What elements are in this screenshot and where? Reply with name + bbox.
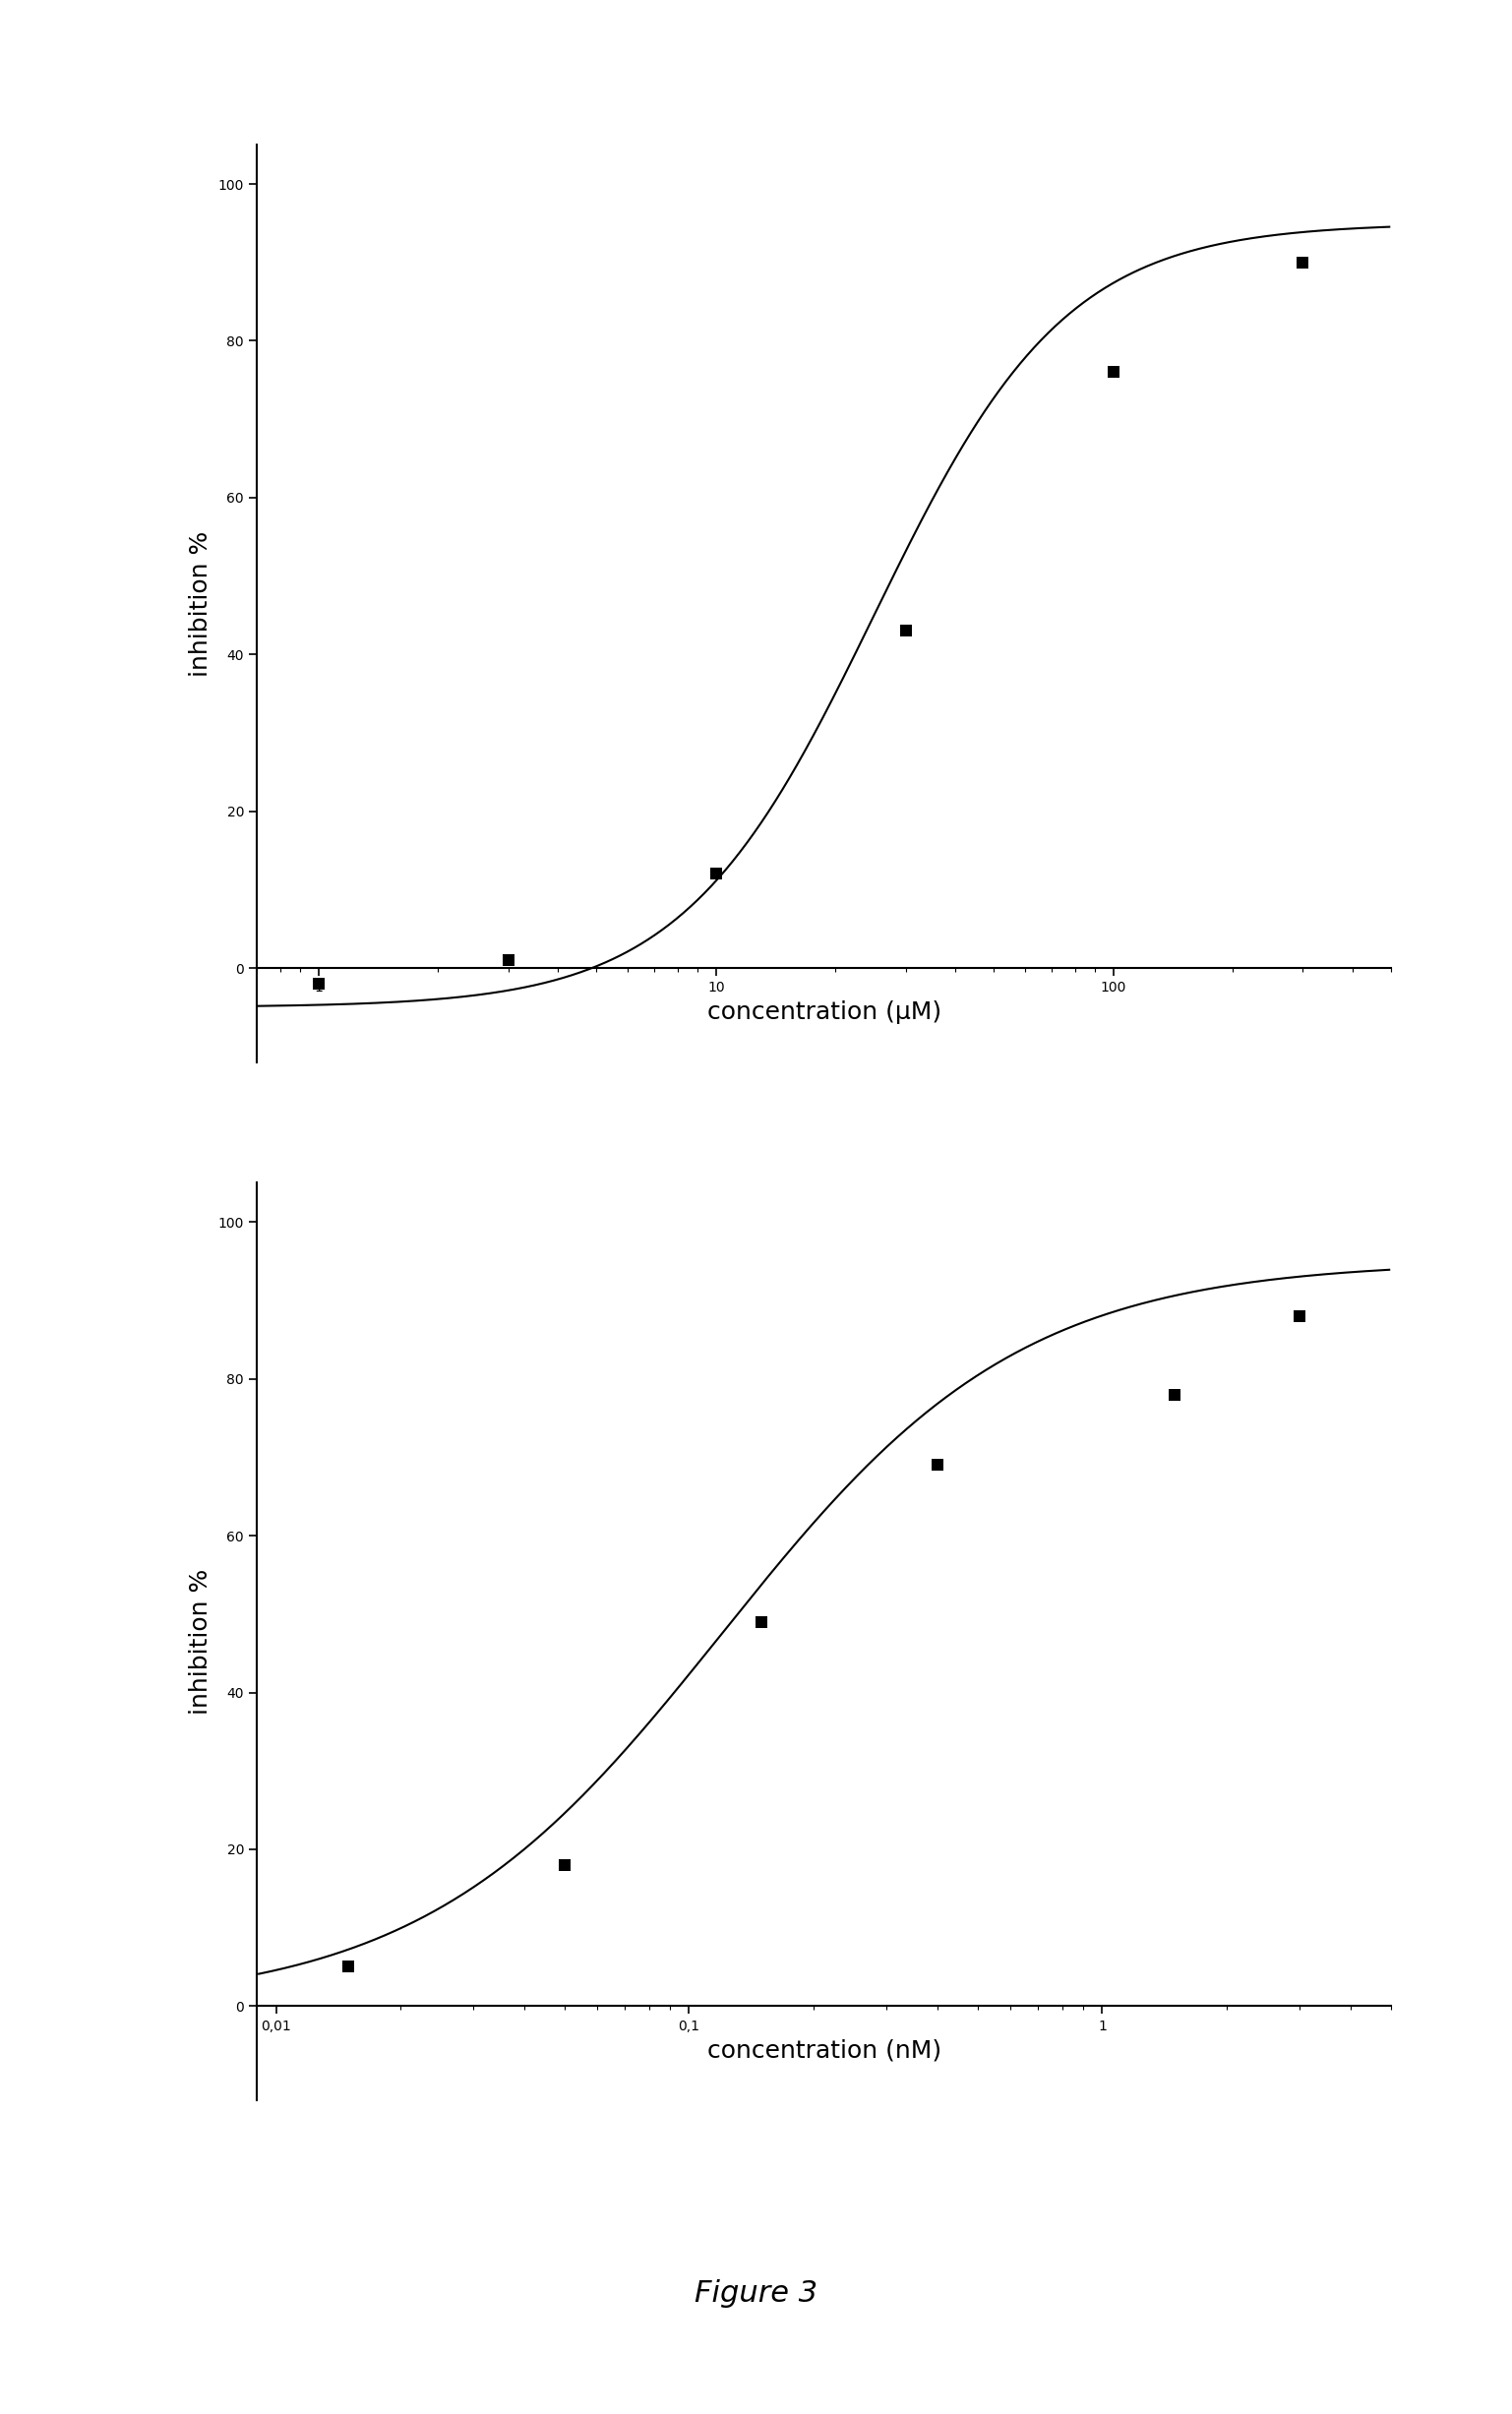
Point [705, 855, 729, 893]
Point [925, 1446, 950, 1485]
X-axis label: concentration (nM): concentration (nM) [708, 2037, 940, 2062]
Point [552, 1847, 576, 1885]
Point [750, 1603, 774, 1642]
Point [1101, 352, 1125, 391]
Text: Figure 3: Figure 3 [694, 2279, 818, 2308]
Y-axis label: inhibition %: inhibition % [189, 531, 213, 676]
Point [1291, 244, 1315, 282]
Point [496, 941, 520, 980]
Point [337, 1948, 361, 1987]
Point [307, 966, 331, 1004]
Point [1287, 1296, 1311, 1335]
Point [894, 611, 918, 649]
Y-axis label: inhibition %: inhibition % [189, 1569, 213, 1714]
Point [1163, 1376, 1187, 1415]
X-axis label: concentration (μM): concentration (μM) [708, 999, 940, 1024]
